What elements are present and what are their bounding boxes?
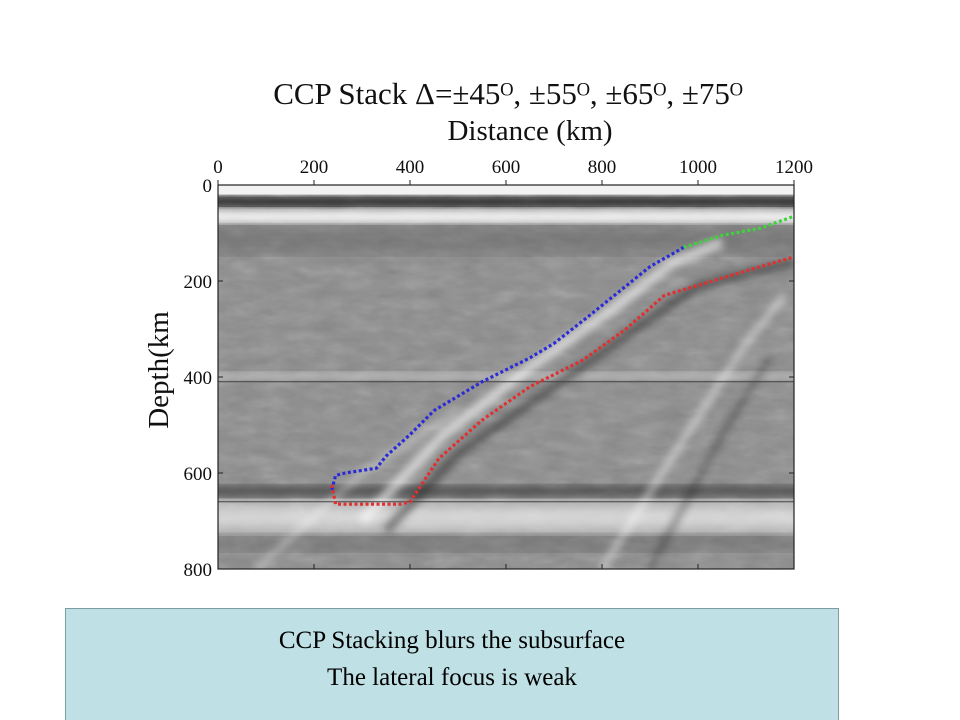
trace-2 xyxy=(330,255,795,506)
reference-depth-lines xyxy=(218,381,794,503)
y-tick-label: 200 xyxy=(184,272,213,293)
slab-stripe xyxy=(382,257,794,534)
reflector-band xyxy=(218,185,794,195)
reflector-band xyxy=(218,535,794,550)
caption-box: CCP Stacking blurs the subsurface The la… xyxy=(65,608,839,720)
x-tick-label: 600 xyxy=(492,157,521,178)
slab-stripe xyxy=(647,356,773,569)
reflector-band xyxy=(218,197,794,207)
reflector-band xyxy=(218,504,794,531)
x-tick-label: 800 xyxy=(588,157,617,178)
x-axis-ticks: 0 200 400 600 800 1000 1200 xyxy=(213,157,813,569)
y-tick-label: 0 xyxy=(203,176,213,197)
trace-0 xyxy=(330,246,685,491)
reflector-band xyxy=(218,228,794,253)
x-tick-label: 1000 xyxy=(679,157,717,178)
reflector-band xyxy=(218,372,794,380)
slab-stripe xyxy=(358,237,724,525)
y-tick-label: 400 xyxy=(184,368,213,389)
reflector-band xyxy=(218,485,794,497)
slab-stripe xyxy=(254,407,460,569)
y-axis-label: Depth(km xyxy=(143,311,175,429)
traced-interfaces xyxy=(330,214,795,506)
chart-title: CCP Stack Δ=±45ᴼ, ±55ᴼ, ±65ᴼ, ±75ᴼ xyxy=(273,76,743,111)
x-axis-label: Distance (km) xyxy=(447,115,612,147)
x-tick-label: 200 xyxy=(300,157,329,178)
slab-stripe xyxy=(599,293,788,569)
x-tick-label: 1200 xyxy=(775,157,813,178)
reflector-band xyxy=(218,209,794,224)
x-tick-label: 0 xyxy=(213,157,223,178)
y-tick-label: 800 xyxy=(184,560,213,581)
y-tick-label: 600 xyxy=(184,464,213,485)
x-tick-label: 400 xyxy=(396,157,425,178)
caption-line-1: CCP Stacking blurs the subsurface xyxy=(278,627,626,654)
caption-line-2: The lateral focus is weak xyxy=(327,664,577,691)
y-axis-ticks: 0 200 400 600 800 xyxy=(184,176,794,581)
seismic-image xyxy=(218,185,794,569)
